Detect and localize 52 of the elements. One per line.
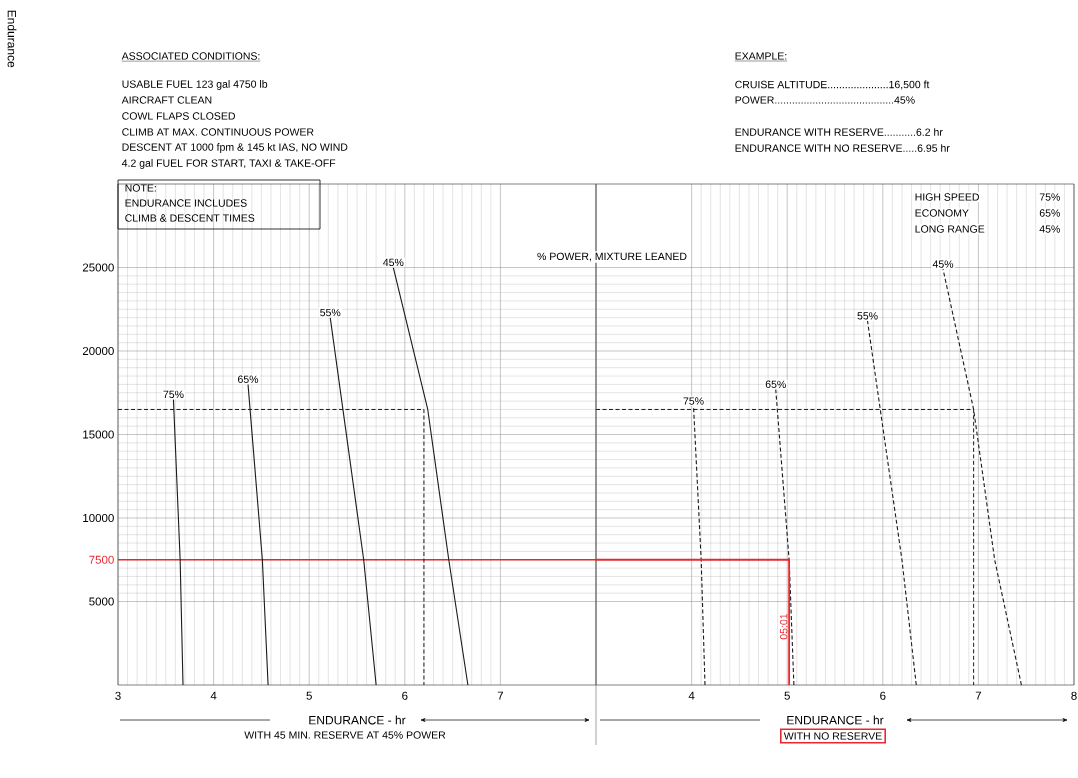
text: DESCENT AT 1000 fpm & 145 kt IAS, NO WIND	[122, 143, 348, 153]
x-tick-label: 4	[210, 691, 217, 700]
series-label: 55%	[857, 312, 878, 320]
annotation: 05:01	[779, 613, 788, 640]
x-tick-label: 7	[975, 691, 982, 700]
text: EXAMPLE:	[735, 52, 787, 60]
x-tick-label: 6	[402, 691, 408, 700]
annotation: % POWER, MIXTURE LEANED	[537, 252, 687, 262]
text: CLIMB AT MAX. CONTINUOUS POWER	[122, 128, 314, 136]
text: USABLE FUEL 123 gal 4750 lb	[122, 80, 268, 90]
x-tick-label: 3	[115, 691, 121, 700]
annotation: CLIMB & DESCENT TIMES	[125, 214, 255, 222]
annotation: 75%	[1039, 193, 1060, 201]
text: COWL FLAPS CLOSED	[122, 112, 235, 120]
series-label: 65%	[238, 375, 259, 384]
x-tick-label: 5	[784, 691, 790, 700]
x-tick-label: 6	[880, 691, 886, 700]
annotation: 65%	[1039, 209, 1060, 217]
annotation: LONG RANGE	[915, 225, 985, 233]
annotation: ENDURANCE INCLUDES	[125, 199, 247, 207]
x-tick-label: 7	[497, 691, 504, 700]
series-label: 65%	[765, 380, 786, 389]
text: ASSOCIATED CONDITIONS:	[121, 52, 260, 60]
text: WITH 45 MIN. RESERVE AT 45% POWER	[244, 731, 446, 739]
y-tick-label: 15000	[83, 430, 114, 439]
series-label: 45%	[932, 260, 954, 268]
text: POWER.........................................45%	[735, 96, 915, 104]
x-tick-label: 5	[306, 691, 312, 700]
annotation: HIGH SPEED	[915, 193, 979, 201]
text: WITH NO RESERVE	[783, 732, 882, 740]
y-tick-label: 20000	[82, 346, 114, 356]
y-tick-label: 10000	[83, 513, 114, 523]
text: ENDURANCE WITH RESERVE...........6.2 hr	[735, 128, 943, 136]
text: CRUISE ALTITUDE.....................16,500 ft	[735, 80, 930, 90]
text: 4.2 gal FUEL FOR START, TAXI & TAKE-OFF	[121, 159, 336, 169]
series-label: 45%	[383, 258, 404, 267]
text: ENDURANCE WITH NO RESERVE.....6.95 hr	[735, 144, 950, 152]
annotation: ECONOMY	[915, 209, 969, 217]
series-label: 75%	[683, 397, 704, 405]
annotation: 45%	[1039, 225, 1060, 233]
y-tick-label: 25000	[82, 263, 114, 272]
ref-line-label: 7500	[89, 555, 114, 564]
x-tick-label: 8	[1071, 691, 1077, 700]
x-axis-title: ENDURANCE - hr	[309, 715, 406, 725]
annotation: NOTE:	[125, 184, 156, 192]
x-axis-title: ENDURANCE - hr	[787, 715, 884, 725]
text: Endurance	[7, 10, 17, 68]
text: AIRCRAFT CLEAN	[121, 96, 212, 104]
series-label: 75%	[163, 390, 184, 399]
x-tick-label: 4	[688, 691, 695, 700]
y-tick-label: 5000	[89, 597, 114, 606]
series-label: 55%	[320, 308, 341, 317]
